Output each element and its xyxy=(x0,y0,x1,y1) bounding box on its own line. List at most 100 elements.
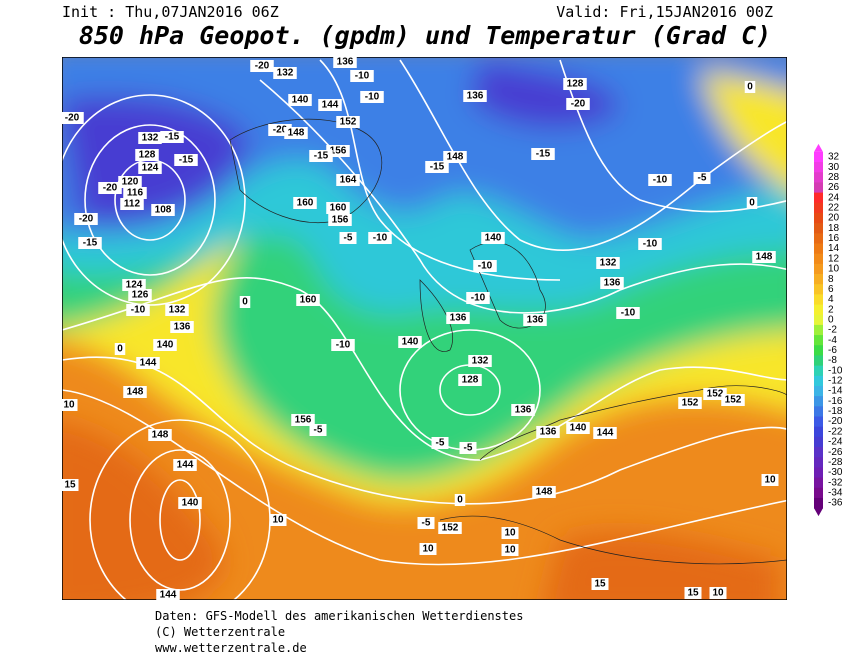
legend-swatch xyxy=(814,436,823,448)
contour-label: 144 xyxy=(160,590,177,601)
label-box xyxy=(138,162,162,174)
contour-label: 148 xyxy=(536,487,553,498)
contour-label: 140 xyxy=(570,423,587,434)
contour-label: 10 xyxy=(422,544,434,555)
label-box xyxy=(331,339,355,351)
contour-label: 128 xyxy=(567,79,584,90)
legend-swatch xyxy=(814,396,823,407)
contour-label: 10 xyxy=(272,515,284,526)
url[interactable]: www.wetterzentrale.de xyxy=(155,641,307,655)
contour-label: 148 xyxy=(756,252,773,263)
label-box xyxy=(648,174,672,186)
contour-label: 152 xyxy=(442,523,459,534)
contour-label: -20 xyxy=(65,113,80,124)
label-box xyxy=(62,399,78,411)
label-box xyxy=(566,422,590,434)
label-box xyxy=(136,357,160,369)
contour-label: 164 xyxy=(340,175,357,186)
contour-label: -10 xyxy=(131,305,146,316)
label-box xyxy=(128,289,152,301)
label-box xyxy=(269,514,287,526)
contour-label: 0 xyxy=(457,495,463,506)
legend-label: 4 xyxy=(828,294,834,305)
label-box xyxy=(761,474,779,486)
label-box xyxy=(350,70,374,82)
legend-swatch xyxy=(814,172,823,183)
label-box xyxy=(118,176,142,188)
contour-label: -5 xyxy=(464,443,473,454)
legend-label: 12 xyxy=(828,253,840,264)
contour-label: -20 xyxy=(273,125,288,136)
legend-label: 2 xyxy=(828,304,834,315)
label-box xyxy=(566,98,590,110)
copyright: (C) Wetterzentrale xyxy=(155,625,285,639)
legend-swatch xyxy=(814,385,823,397)
legend-swatch xyxy=(814,324,823,336)
contour-label: 108 xyxy=(155,205,172,216)
contour-label: 0 xyxy=(242,297,248,308)
contour-label: 0 xyxy=(117,344,123,355)
contour-label: 15 xyxy=(594,579,606,590)
label-box xyxy=(360,91,384,103)
label-box xyxy=(678,397,702,409)
legend-swatch xyxy=(814,233,823,244)
contour-label: 144 xyxy=(322,100,339,111)
contour-label: 136 xyxy=(174,322,191,333)
label-box xyxy=(438,522,462,534)
label-box xyxy=(481,232,505,244)
contour-label: 0 xyxy=(749,198,755,209)
contour-label: 140 xyxy=(182,498,199,509)
legend-arrow-bottom xyxy=(814,508,823,517)
legend-swatch xyxy=(814,294,823,306)
label-box xyxy=(431,437,449,449)
contour-label: 140 xyxy=(485,233,502,244)
contour-label: -5 xyxy=(344,233,353,244)
label-box xyxy=(291,414,315,426)
legend-swatch xyxy=(814,151,823,163)
label-box xyxy=(336,174,360,186)
legend-swatch xyxy=(814,497,823,509)
label-box xyxy=(122,279,146,291)
label-box xyxy=(123,187,147,199)
label-box xyxy=(443,151,467,163)
legend-label: 8 xyxy=(828,274,834,285)
contour-label: -5 xyxy=(698,173,707,184)
legend-label: -32 xyxy=(828,477,843,488)
legend-swatch xyxy=(814,314,823,326)
legend-label: 16 xyxy=(828,233,840,244)
label-box xyxy=(160,131,184,143)
legend-swatch xyxy=(814,426,823,438)
legend-label: 18 xyxy=(828,223,840,234)
contour-label: 136 xyxy=(450,313,467,324)
valid-time: Valid: Fri,15JAN2016 00Z xyxy=(556,3,773,21)
label-box xyxy=(288,94,312,106)
contour-label: 132 xyxy=(277,68,294,79)
contour-label: 132 xyxy=(472,356,489,367)
contour-label: 136 xyxy=(467,91,484,102)
label-box xyxy=(284,127,308,139)
contour-label: 140 xyxy=(402,337,419,348)
contour-label: -10 xyxy=(373,233,388,244)
label-box xyxy=(752,251,776,263)
contour-label: -10 xyxy=(621,308,636,319)
label-box xyxy=(74,213,98,225)
label-box xyxy=(309,150,333,162)
legend-swatch xyxy=(814,192,823,204)
contour-label: -20 xyxy=(255,61,270,72)
legend-swatch xyxy=(814,202,823,214)
legend-swatch xyxy=(814,212,823,224)
legend-label: -26 xyxy=(828,447,843,458)
contour-label: 128 xyxy=(139,150,156,161)
contour-label: 136 xyxy=(604,278,621,289)
label-box xyxy=(333,57,357,68)
contour-label: 124 xyxy=(142,163,159,174)
legend-label: -24 xyxy=(828,437,843,448)
label-box xyxy=(153,339,177,351)
legend-label: -18 xyxy=(828,406,843,417)
legend-label: 0 xyxy=(828,314,834,325)
contour-label: 10 xyxy=(504,528,516,539)
label-box xyxy=(532,486,556,498)
contour-label: -20 xyxy=(571,99,586,110)
contour-label: 156 xyxy=(332,215,349,226)
